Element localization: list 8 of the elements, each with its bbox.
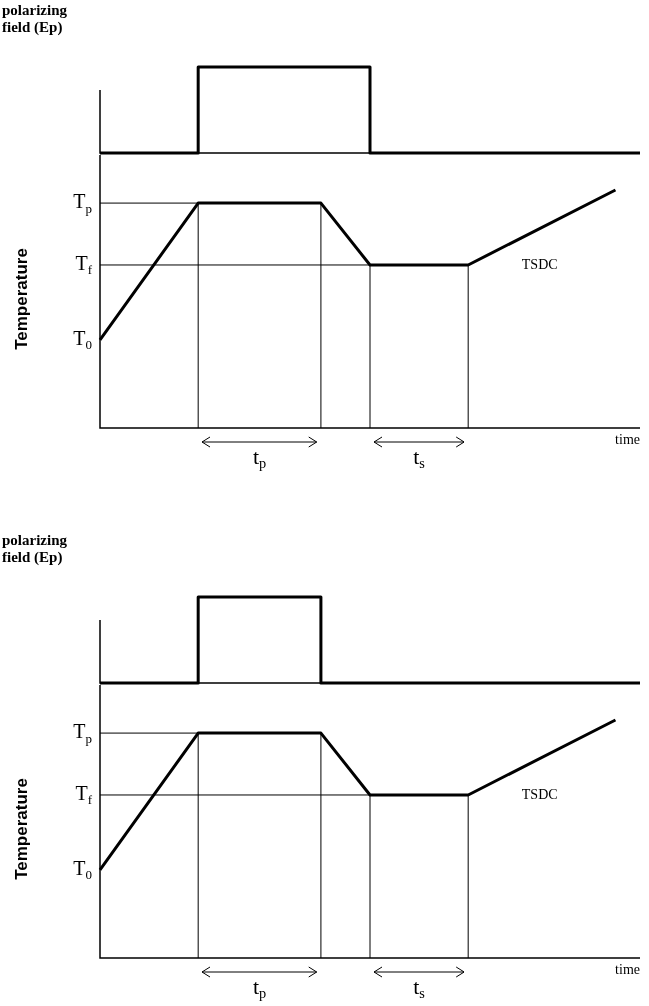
y-axis-title: Temperature [11, 778, 31, 880]
y-axis-title: polarizing field (Ep) [2, 2, 68, 37]
x-axis-title: time [615, 961, 641, 977]
annotation: TSDC [521, 257, 558, 273]
y-axis-title: Temperature [11, 248, 31, 350]
x-axis-title: time [615, 431, 641, 447]
y-axis-title: polarizing field (Ep) [2, 532, 68, 567]
annotation: TSDC [521, 787, 558, 803]
